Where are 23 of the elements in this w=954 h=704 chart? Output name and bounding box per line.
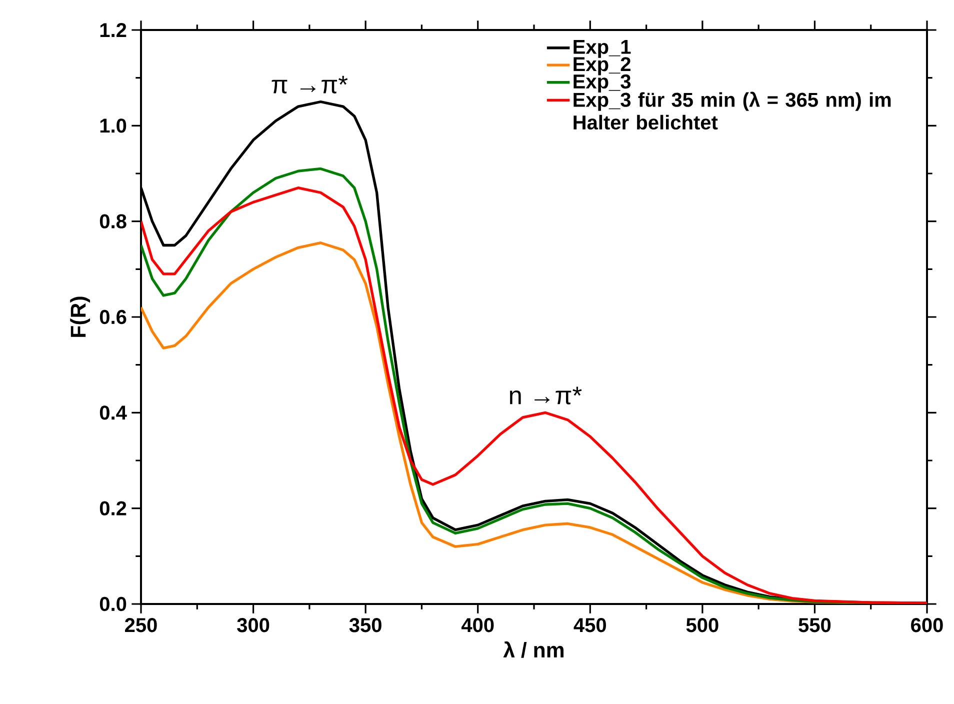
legend-label: Exp_2 — [574, 57, 630, 76]
annotation: n →π* — [510, 386, 582, 404]
annotation: π →π* — [272, 76, 348, 94]
x-tick-label: 400 — [461, 618, 494, 632]
y-tick-label: 0.2 — [100, 501, 126, 516]
x-tick-label: 550 — [798, 618, 831, 632]
y-tick-label: 0.0 — [100, 596, 126, 612]
y-tick-label: 0.4 — [100, 406, 127, 420]
y-tick-label: 1.0 — [100, 118, 126, 133]
x-tick-label: 600 — [911, 618, 943, 632]
x-tick-label: 250 — [125, 618, 157, 632]
y-tick-label: 0.8 — [100, 214, 126, 228]
x-tick-label: 300 — [237, 618, 270, 632]
y-tick-label: 0.6 — [100, 310, 126, 324]
x-tick-label: 350 — [349, 618, 382, 632]
legend-label: Exp_3 für 35 min (λ = 365 nm) im Halter belichtet — [574, 92, 891, 130]
x-tick-label: 450 — [574, 618, 606, 632]
legend-label: Exp_3 — [574, 74, 631, 92]
x-axis-title: λ / nm — [503, 641, 564, 658]
legend-label: Exp_1 — [574, 40, 631, 58]
y-tick-label: 1.2 — [100, 23, 126, 37]
y-axis-title: F(R) — [70, 296, 90, 337]
x-tick-label: 500 — [686, 618, 718, 632]
